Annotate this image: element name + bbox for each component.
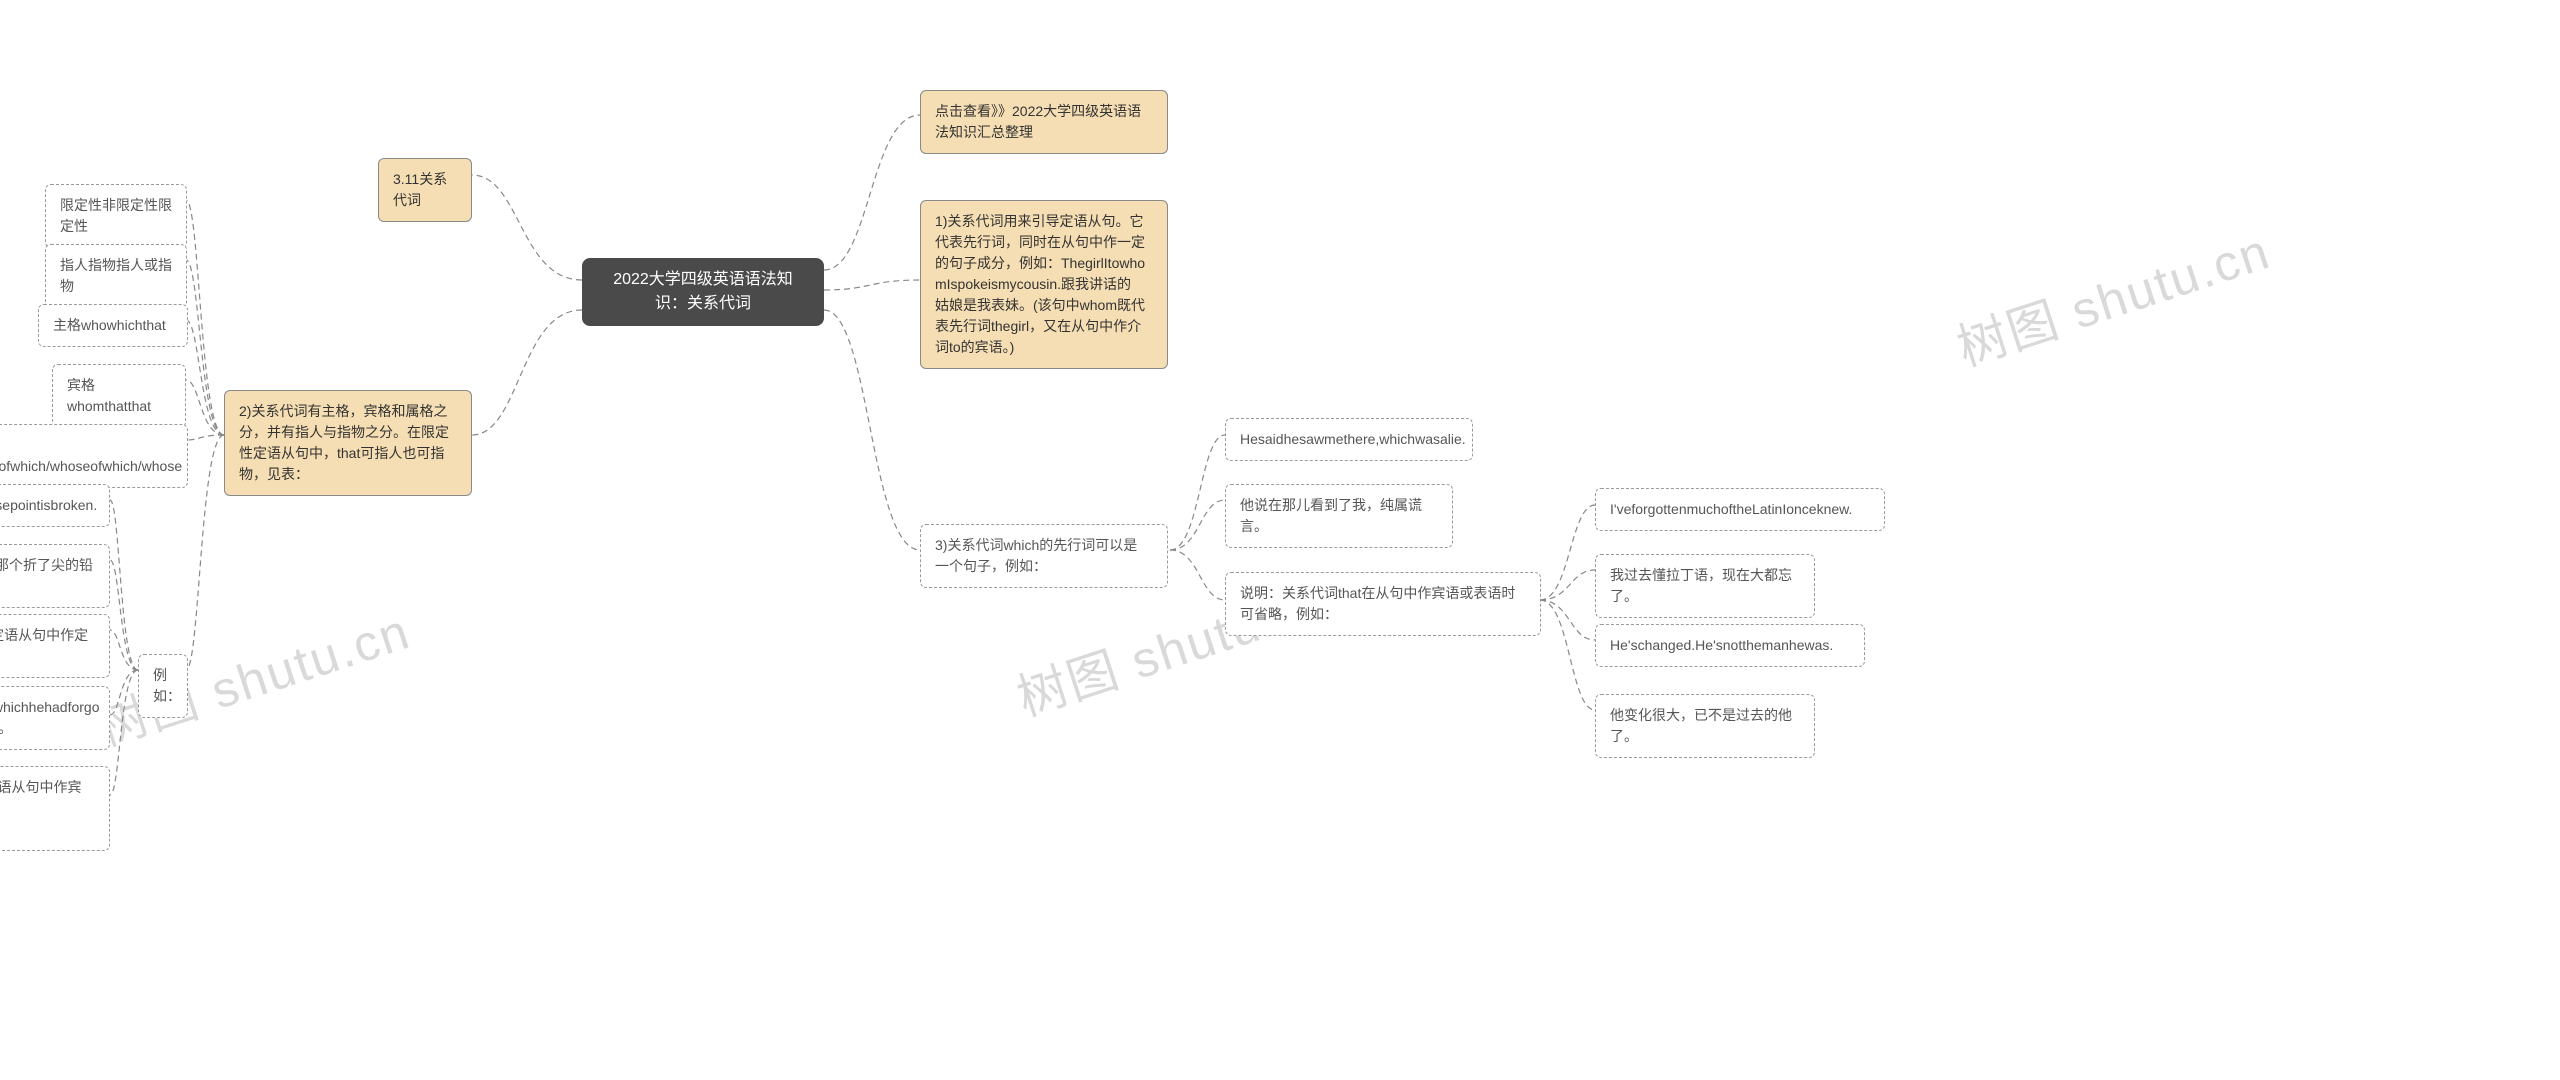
leaf-example-4: Hecamebackforthebookwhichhehadforgo tten… bbox=[0, 686, 110, 750]
label: 限定性非限定性限定性 bbox=[60, 197, 172, 234]
leaf-r3-b4: 他变化很大，已不是过去的他了。 bbox=[1595, 694, 1815, 758]
label: 说明：关系代词that在从句中作宾语或表语时 可省略，例如： bbox=[1240, 585, 1515, 622]
label: He'schanged.He'snotthemanhewas. bbox=[1610, 637, 1833, 653]
label: Hecamebackforthebookwhichhehadforgo tten… bbox=[0, 699, 100, 736]
label: 1)关系代词用来引导定语从句。它 代表先行词，同时在从句中作一定 的句子成分，例… bbox=[935, 213, 1145, 355]
leaf-example-3: (whose指物，在限定性定语从句中作定语) bbox=[0, 614, 110, 678]
label: 3)关系代词which的先行词可以是 一个句子，例如： bbox=[935, 537, 1137, 574]
leaf-example-2: 这就是那个折了尖的铅笔。 bbox=[0, 544, 110, 608]
label: 他说在那儿看到了我，纯属谎言。 bbox=[1240, 497, 1422, 534]
watermark: 树图 shutu.cn bbox=[87, 592, 418, 761]
leaf-example-5: (which指物，在限定性定语从句中作宾语， 可以省略) bbox=[0, 766, 110, 851]
label: 3.11关系代词 bbox=[393, 171, 447, 208]
label: 指人指物指人或指物 bbox=[60, 257, 172, 294]
leaf-r3-a2: 他说在那儿看到了我，纯属谎言。 bbox=[1225, 484, 1453, 548]
label: 宾格whomthatthat bbox=[67, 377, 151, 414]
leaf-left-c3: 主格whowhichthat bbox=[38, 304, 188, 347]
label: 我过去懂拉丁语，现在大都忘了。 bbox=[1610, 567, 1792, 604]
leaf-r3-a3: 说明：关系代词that在从句中作宾语或表语时 可省略，例如： bbox=[1225, 572, 1541, 636]
leaf-left-c2: 指人指物指人或指物 bbox=[45, 244, 187, 308]
label: 2)关系代词有主格，宾格和属格之 分，并有指人与指物之分。在限定 性定语从句中，… bbox=[239, 403, 449, 482]
leaf-r3-b1: I'veforgottenmuchoftheLatinIonceknew. bbox=[1595, 488, 1885, 531]
label: I'veforgottenmuchoftheLatinIonceknew. bbox=[1610, 501, 1852, 517]
label: (whose指物，在限定性定语从句中作定语) bbox=[0, 627, 88, 664]
node-right-3: 3)关系代词which的先行词可以是 一个句子，例如： bbox=[920, 524, 1168, 588]
label: 属格whoseofwhich/whoseofwhich/whose bbox=[0, 437, 182, 474]
label: 点击查看》》2022大学四级英语语 法知识汇总整理 bbox=[935, 103, 1141, 140]
label: 例如： bbox=[153, 667, 181, 704]
label: (which指物，在限定性定语从句中作宾语， 可以省略) bbox=[0, 779, 81, 837]
leaf-r3-a1: Hesaidhesawmethere,whichwasalie. bbox=[1225, 418, 1473, 461]
leaf-left-c4: 宾格whomthatthat bbox=[52, 364, 186, 428]
label: 他变化很大，已不是过去的他了。 bbox=[1610, 707, 1792, 744]
leaf-r3-b3: He'schanged.He'snotthemanhewas. bbox=[1595, 624, 1865, 667]
leaf-left-c5: 属格whoseofwhich/whoseofwhich/whose bbox=[0, 424, 188, 488]
node-left-2: 2)关系代词有主格，宾格和属格之 分，并有指人与指物之分。在限定 性定语从句中，… bbox=[224, 390, 472, 496]
leaf-left-c6: 例如： bbox=[138, 654, 188, 718]
watermark: 树图 shutu.cn bbox=[1947, 212, 2278, 381]
node-left-1: 3.11关系代词 bbox=[378, 158, 472, 222]
label: Thisisthepencilwhosepointisbroken. bbox=[0, 497, 97, 513]
leaf-example-1: Thisisthepencilwhosepointisbroken. bbox=[0, 484, 110, 527]
leaf-left-c1: 限定性非限定性限定性 bbox=[45, 184, 187, 248]
node-right-1: 点击查看》》2022大学四级英语语 法知识汇总整理 bbox=[920, 90, 1168, 154]
node-right-2: 1)关系代词用来引导定语从句。它 代表先行词，同时在从句中作一定 的句子成分，例… bbox=[920, 200, 1168, 369]
label: Hesaidhesawmethere,whichwasalie. bbox=[1240, 431, 1466, 447]
root-text: 2022大学四级英语语法知 识：关系代词 bbox=[613, 271, 793, 312]
root-node: 2022大学四级英语语法知 识：关系代词 bbox=[582, 258, 824, 326]
label: 主格whowhichthat bbox=[53, 317, 166, 333]
leaf-r3-b2: 我过去懂拉丁语，现在大都忘了。 bbox=[1595, 554, 1815, 618]
label: 这就是那个折了尖的铅笔。 bbox=[0, 557, 93, 594]
